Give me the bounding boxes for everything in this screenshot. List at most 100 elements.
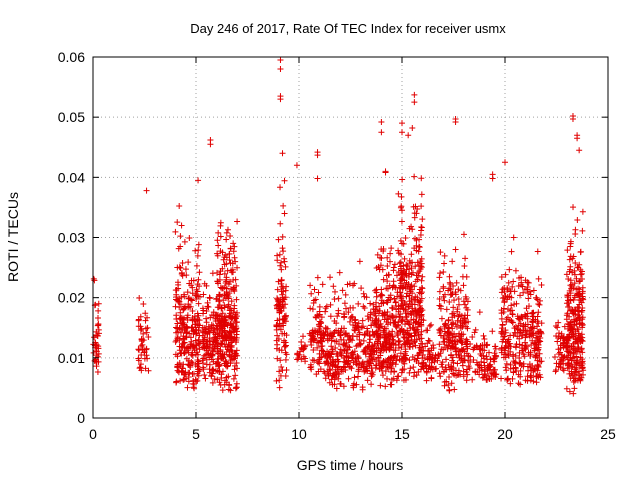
data-point xyxy=(331,329,338,336)
data-point xyxy=(214,237,221,244)
data-point xyxy=(447,291,454,298)
data-point xyxy=(276,251,283,258)
data-point xyxy=(507,332,514,339)
data-point xyxy=(381,312,388,319)
data-point xyxy=(529,310,536,317)
data-point xyxy=(176,202,183,209)
data-point xyxy=(401,255,408,262)
data-point xyxy=(137,361,144,368)
data-point xyxy=(201,280,208,287)
data-point xyxy=(177,377,184,384)
data-point xyxy=(498,375,505,382)
data-point xyxy=(456,311,463,318)
data-point xyxy=(555,319,562,326)
data-point xyxy=(347,304,354,311)
data-point xyxy=(230,269,237,276)
data-point xyxy=(181,238,188,245)
data-points xyxy=(90,57,587,397)
data-point xyxy=(227,260,234,267)
data-point xyxy=(184,289,191,296)
data-point xyxy=(529,324,536,331)
data-point xyxy=(137,364,144,371)
data-point xyxy=(441,260,448,267)
data-point xyxy=(355,373,362,380)
data-point xyxy=(234,264,241,271)
data-point xyxy=(95,345,102,352)
data-point xyxy=(276,377,283,384)
data-point xyxy=(274,332,281,339)
data-point xyxy=(566,331,573,338)
data-point xyxy=(461,301,468,308)
data-point xyxy=(278,280,285,287)
data-point xyxy=(525,279,532,286)
data-point xyxy=(186,235,193,242)
data-point xyxy=(230,240,237,247)
data-point xyxy=(277,57,284,64)
data-point xyxy=(201,334,208,341)
y-tick-label: 0.04 xyxy=(58,169,85,185)
data-point xyxy=(411,99,418,106)
data-point xyxy=(190,331,197,338)
data-point xyxy=(564,293,571,300)
data-point xyxy=(516,349,523,356)
data-point xyxy=(184,384,191,391)
data-point xyxy=(503,360,510,367)
data-point xyxy=(534,323,541,330)
data-point xyxy=(391,261,398,268)
data-point xyxy=(370,347,377,354)
data-point xyxy=(335,295,342,302)
data-point xyxy=(309,356,316,363)
data-point xyxy=(424,340,431,347)
data-point xyxy=(309,330,316,337)
data-point xyxy=(484,367,491,374)
data-point xyxy=(532,339,539,346)
data-point xyxy=(552,368,559,375)
data-point xyxy=(415,368,422,375)
data-point xyxy=(373,358,380,365)
data-point xyxy=(575,330,582,337)
data-point xyxy=(571,267,578,274)
data-point xyxy=(343,305,350,312)
data-point xyxy=(418,295,425,302)
data-point xyxy=(377,382,384,389)
data-point xyxy=(350,384,357,391)
data-point xyxy=(206,294,213,301)
data-point xyxy=(358,364,365,371)
data-point xyxy=(409,305,416,312)
data-point xyxy=(277,303,284,310)
data-point xyxy=(323,359,330,366)
data-point xyxy=(184,312,191,319)
data-point xyxy=(225,301,232,308)
data-point xyxy=(517,329,524,336)
data-point xyxy=(179,260,186,267)
data-point xyxy=(362,351,369,358)
data-point xyxy=(196,283,203,290)
data-point xyxy=(277,66,284,73)
data-point xyxy=(404,283,411,290)
data-point xyxy=(537,297,544,304)
data-point xyxy=(535,342,542,349)
data-point xyxy=(386,346,393,353)
data-point xyxy=(228,313,235,320)
data-point xyxy=(463,273,470,280)
data-point xyxy=(478,358,485,365)
data-point xyxy=(353,356,360,363)
data-point xyxy=(216,293,223,300)
y-tick-label: 0.01 xyxy=(58,350,85,366)
data-point xyxy=(347,336,354,343)
data-point xyxy=(491,370,498,377)
data-point xyxy=(181,315,188,322)
data-point xyxy=(530,330,537,337)
data-point xyxy=(346,332,353,339)
data-point xyxy=(399,120,405,127)
data-point xyxy=(470,357,477,364)
data-point xyxy=(577,249,584,256)
data-point xyxy=(397,237,404,244)
data-point xyxy=(308,290,315,297)
data-point xyxy=(200,344,207,351)
data-point xyxy=(233,359,240,366)
data-point xyxy=(516,341,523,348)
data-point xyxy=(337,381,344,388)
data-point xyxy=(560,335,567,342)
data-point xyxy=(194,321,201,328)
